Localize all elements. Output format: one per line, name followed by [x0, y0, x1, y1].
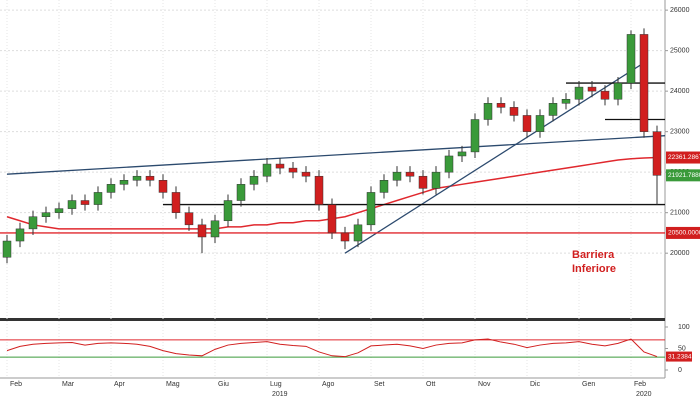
price-tag-label: 21921.7880: [668, 172, 700, 179]
y-tick-label: 21000: [670, 210, 690, 217]
candle-body: [80, 200, 90, 205]
candle-body: [340, 232, 350, 242]
x-tick-label: Giu: [218, 381, 229, 388]
candle-body: [379, 180, 389, 193]
x-tick-label: Nov: [478, 381, 491, 388]
x-tick-label: Lug: [270, 381, 282, 388]
candle-body: [288, 167, 298, 173]
year-label: 2020: [636, 391, 652, 398]
candle-body: [600, 90, 610, 100]
candle-body: [262, 163, 272, 177]
candle-body: [15, 228, 25, 242]
candle-body: [314, 175, 324, 205]
price-tag-label: 22361.2867: [668, 154, 700, 161]
x-tick-label: Feb: [10, 381, 22, 388]
x-tick-label: Dic: [530, 381, 541, 388]
candle-body: [522, 115, 532, 132]
candle-body: [574, 86, 584, 100]
candle-body: [28, 216, 38, 230]
candle-body: [93, 192, 103, 205]
candle-body: [145, 175, 155, 181]
candle-body: [184, 212, 194, 226]
value-tag-label: 31.2384: [668, 353, 692, 360]
x-tick-label: Gen: [582, 381, 595, 388]
y-tick-label: 50: [678, 345, 686, 352]
candle-body: [223, 200, 233, 222]
year-label: 2019: [272, 391, 288, 398]
annotation: Barriera: [572, 249, 615, 261]
candle-body: [561, 98, 571, 104]
candle-body: [418, 175, 428, 189]
candle-body: [171, 192, 181, 213]
x-tick-label: Ott: [426, 381, 435, 388]
y-tick-label: 100: [678, 324, 690, 331]
y-tick-label: 25000: [670, 47, 690, 54]
candle-body: [106, 184, 116, 193]
annotation: Inferiore: [572, 263, 616, 275]
candle-body: [457, 151, 467, 157]
candle-body: [132, 175, 142, 181]
y-tick-label: 24000: [670, 88, 690, 95]
candle-body: [535, 115, 545, 132]
candle-body: [431, 171, 441, 189]
candle-body: [548, 103, 558, 116]
price-tag-label: 20500.0000: [668, 230, 700, 237]
panel-divider: [0, 318, 665, 321]
candle-body: [405, 171, 415, 177]
x-tick-label: Mar: [62, 381, 75, 388]
candle-body: [119, 180, 129, 185]
price-tag: [666, 169, 700, 182]
y-tick-label: 20000: [670, 250, 690, 257]
x-tick-label: Set: [374, 381, 385, 388]
value-tag: [666, 351, 692, 362]
candle-body: [327, 204, 337, 234]
price-tag: [666, 226, 700, 239]
x-tick-label: Apr: [114, 381, 126, 388]
candle-body: [158, 180, 168, 193]
candle-body: [587, 86, 597, 92]
candle-body: [2, 240, 12, 258]
candle-body: [236, 184, 246, 201]
candle-body: [392, 171, 402, 181]
candle-body: [470, 119, 480, 153]
candle-body: [639, 34, 649, 132]
x-tick-label: Mag: [166, 381, 180, 388]
candle-body: [249, 175, 259, 185]
candle-body: [353, 224, 363, 242]
price-tag: [666, 151, 700, 164]
candle-body: [483, 103, 493, 120]
y-tick-label: 23000: [670, 128, 690, 135]
candle-body: [67, 200, 77, 209]
y-tick-label: 26000: [670, 7, 690, 14]
candle-body: [626, 34, 636, 84]
candle-body: [41, 212, 51, 217]
candle-body: [652, 131, 662, 176]
x-tick-label: Ago: [322, 381, 335, 388]
candle-body: [613, 82, 623, 100]
candle-body: [210, 220, 220, 238]
candle-body: [197, 224, 207, 238]
candle-body: [301, 171, 311, 177]
candle-body: [275, 163, 285, 169]
x-tick-label: Feb: [634, 381, 646, 388]
candle-body: [496, 103, 506, 108]
candle-body: [444, 155, 454, 173]
trendline: [344, 62, 645, 254]
y-tick-label: 0: [678, 367, 682, 374]
oscillator-line: [6, 338, 658, 358]
candle-body: [366, 192, 376, 226]
trendline: [6, 135, 666, 175]
candle-body: [509, 107, 519, 116]
candle-body: [54, 208, 64, 213]
